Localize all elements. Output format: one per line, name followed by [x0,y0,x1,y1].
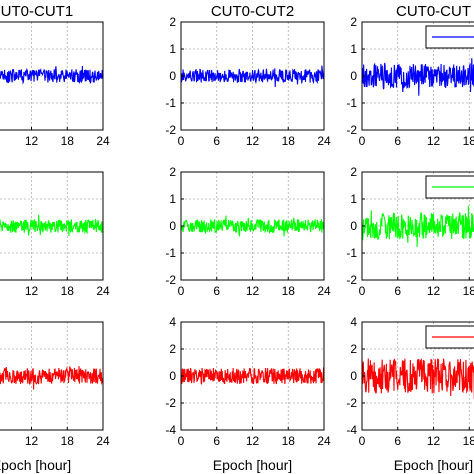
x-tick-label: 0 [178,434,185,448]
x-tick-label: 18 [282,284,296,298]
x-tick-label: 18 [282,134,296,148]
y-tick-label: -2 [165,273,176,287]
y-tick-label: 1 [350,42,357,56]
x-tick-label: 12 [246,284,260,298]
x-tick-label: 24 [317,134,331,148]
x-tick-label: 12 [25,134,39,148]
subplot-r0-c1: 0 6 12 18 24 2 1 0 -1 -2 [165,15,331,148]
x-tick-label: 0 [359,134,366,148]
y-tick-label: 2 [350,342,357,356]
x-tick-label: 6 [394,134,401,148]
series-line [0,366,104,390]
x-tick-label: 12 [427,434,441,448]
y-tick-label: -1 [346,246,357,260]
x-tick-label: 12 [25,284,39,298]
y-tick-label: 0 [169,369,176,383]
y-tick-label: -1 [346,96,357,110]
x-tick-label: 18 [463,434,474,448]
x-tick-label: 0 [359,434,366,448]
y-tick-label: 2 [350,165,357,179]
x-tick-label: 6 [213,134,220,148]
subplot-r1-c1: 0 6 12 18 24 2 1 0 -1 -2 [165,165,331,298]
x-tick-label: 24 [96,284,110,298]
y-tick-label: -2 [165,123,176,137]
x-tick-label: 0 [359,284,366,298]
x-tick-label: 6 [394,284,401,298]
x-tick-label: 18 [61,134,75,148]
y-tick-label: 0 [350,219,357,233]
series-line [0,66,104,85]
y-tick-label: -2 [346,273,357,287]
y-tick-label: -2 [346,123,357,137]
x-tick-label: 0 [178,134,185,148]
y-tick-label: -2 [165,396,176,410]
y-tick-label: -4 [346,423,357,437]
y-tick-label: 0 [169,69,176,83]
x-tick-label: 6 [394,434,401,448]
x-axis-label-col-1: Epoch [hour] [213,457,292,473]
x-tick-label: 24 [96,134,110,148]
y-tick-label: 2 [169,165,176,179]
x-tick-label: 18 [61,434,75,448]
y-tick-label: 2 [350,15,357,29]
series-line [180,367,325,385]
x-axis-label-col-2: Epoch [hour] [394,457,473,473]
panel-title-col-2: CUT0-CUT [396,3,471,20]
y-tick-label: -4 [165,423,176,437]
x-tick-label: 6 [213,434,220,448]
x-tick-label: 6 [213,284,220,298]
x-tick-label: 24 [96,434,110,448]
x-tick-label: 12 [427,134,441,148]
x-tick-label: 18 [282,434,296,448]
y-tick-label: 2 [169,342,176,356]
panel-title-col-1: CUT0-CUT2 [211,3,294,20]
y-tick-label: 0 [169,219,176,233]
y-tick-label: 4 [169,315,176,329]
x-axis-label-col-0: Epoch [hour] [0,457,71,473]
y-tick-label: 2 [169,15,176,29]
x-tick-label: 24 [317,434,331,448]
series-line [0,214,104,237]
panel-title-col-0: CUT0-CUT1 [0,3,73,20]
x-tick-label: 12 [427,284,441,298]
y-tick-label: 0 [350,69,357,83]
x-tick-label: 12 [246,434,260,448]
y-tick-label: -1 [165,246,176,260]
y-tick-label: 1 [169,192,176,206]
x-tick-label: 12 [246,134,260,148]
x-tick-label: 12 [25,434,39,448]
y-tick-label: -1 [165,96,176,110]
subplot-r2-c1: 0 6 12 18 24 4 2 0 -2 -4 [165,315,331,448]
series-line [361,358,474,399]
y-tick-label: 1 [350,192,357,206]
x-tick-label: 0 [178,284,185,298]
x-tick-label: 18 [463,284,474,298]
x-tick-label: 24 [317,284,331,298]
series-line [361,205,474,247]
series-line [180,215,325,238]
series-line [361,58,474,96]
y-tick-label: 0 [350,369,357,383]
y-tick-label: 4 [350,315,357,329]
x-tick-label: 18 [463,134,474,148]
y-tick-label: 1 [169,42,176,56]
series-line [180,65,325,88]
y-tick-label: -2 [346,396,357,410]
x-tick-label: 18 [61,284,75,298]
